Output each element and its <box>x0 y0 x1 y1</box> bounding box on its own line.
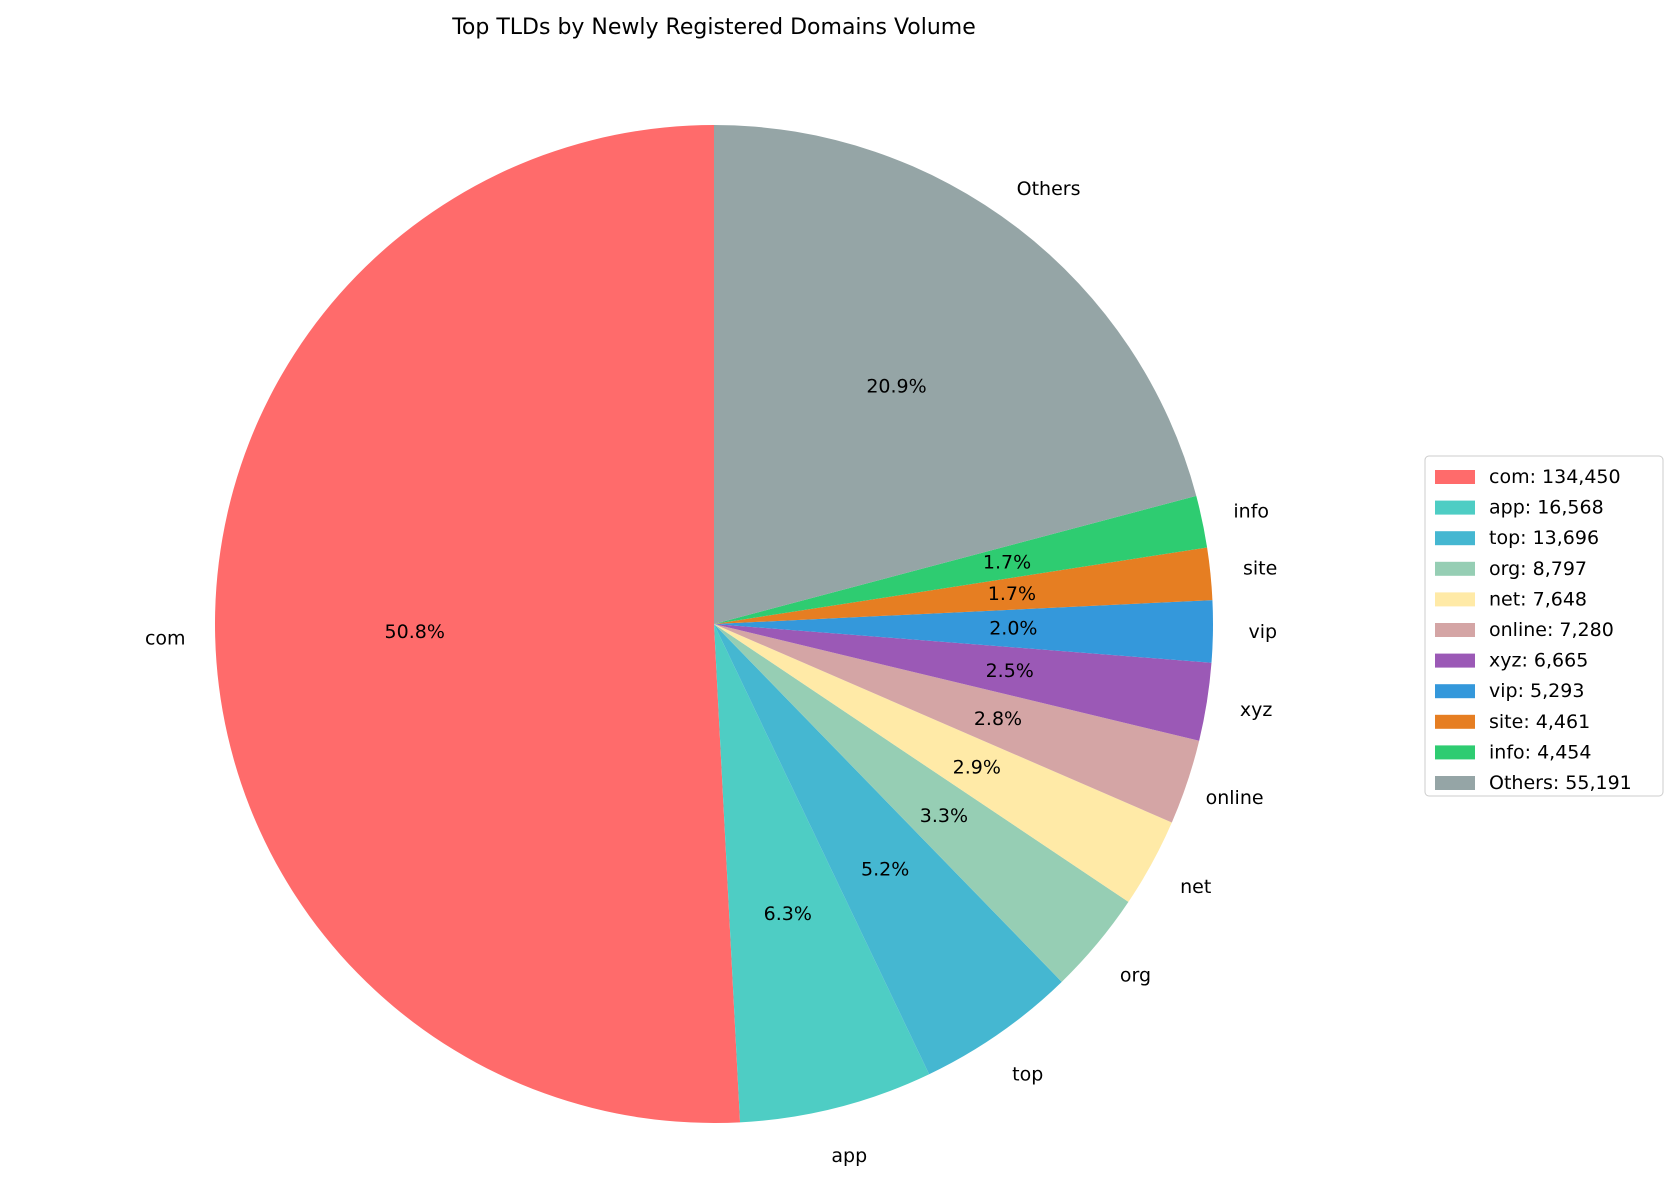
legend-entry-xyz: xyz: 6,665 <box>1489 650 1588 672</box>
legend-swatch-others <box>1435 776 1475 790</box>
slice-label-com: com <box>145 627 186 649</box>
legend-entry-info: info: 4,454 <box>1489 741 1591 763</box>
pie-slice-online <box>714 624 1200 823</box>
legend-swatch-org <box>1435 561 1475 576</box>
legend-entry-site: site: 4,461 <box>1489 711 1590 733</box>
slice-label-online: online <box>1206 787 1264 809</box>
slice-label-site: site <box>1243 558 1277 580</box>
chart-title: Top TLDs by Newly Registered Domains Vol… <box>451 15 976 40</box>
pct-label-vip: 2.0% <box>989 617 1037 639</box>
legend-swatch-online <box>1435 623 1475 637</box>
legend-swatch-site <box>1435 714 1475 729</box>
slice-label-org: org <box>1120 965 1151 987</box>
pie-slice-com <box>215 125 741 1124</box>
slice-label-vip: vip <box>1249 621 1278 643</box>
legend-entry-vip: vip: 5,293 <box>1489 680 1584 702</box>
pie-slice-others <box>714 125 1197 624</box>
legend-swatch-top <box>1435 531 1475 546</box>
legend-swatch-net <box>1435 592 1475 607</box>
pct-label-info: 1.7% <box>983 552 1031 574</box>
pct-label-others: 20.9% <box>866 376 926 398</box>
legend-entry-org: org: 8,797 <box>1489 558 1587 580</box>
slice-label-net: net <box>1180 876 1211 898</box>
slice-label-others: Others <box>1017 178 1081 200</box>
legend-entry-top: top: 13,696 <box>1489 527 1599 549</box>
pie-slice-top <box>714 624 1062 1075</box>
legend-frame <box>1424 455 1664 797</box>
pie-slice-xyz <box>714 624 1212 741</box>
slice-labels: com 50.8% app 6.3% top 5.2% org 3.3% net 2.9% onli… <box>145 178 1277 1167</box>
pie-slice-net <box>714 624 1172 902</box>
pie-slice-vip <box>714 600 1213 663</box>
legend-swatch-com <box>1435 470 1475 484</box>
legend-entry-net: net: 7,648 <box>1489 588 1587 610</box>
legend-entry-online: online: 7,280 <box>1489 619 1614 641</box>
slice-label-top: top <box>1012 1063 1043 1085</box>
legend-entry-com: com: 134,450 <box>1489 466 1621 488</box>
legend-swatch-vip <box>1435 684 1475 699</box>
pie-slice-info <box>714 495 1208 624</box>
pct-label-net: 2.9% <box>953 757 1001 779</box>
legend-entry-app: app: 16,568 <box>1489 497 1604 519</box>
slice-label-app: app <box>831 1145 867 1167</box>
legend-swatch-app <box>1435 500 1475 515</box>
pct-label-app: 6.3% <box>764 903 812 925</box>
legend-entry-others: Others: 55,191 <box>1489 772 1632 794</box>
pct-label-online: 2.8% <box>974 708 1022 730</box>
legend-swatch-info <box>1435 745 1475 760</box>
pie-slice-app <box>714 624 930 1123</box>
pie-slice-site <box>714 547 1213 624</box>
pct-label-org: 3.3% <box>920 805 968 827</box>
slice-label-xyz: xyz <box>1240 699 1272 721</box>
pct-label-top: 5.2% <box>861 859 909 881</box>
pie-slices <box>215 125 1213 1124</box>
pct-label-xyz: 2.5% <box>986 660 1034 682</box>
pie-slice-org <box>714 624 1129 982</box>
pct-label-site: 1.7% <box>988 583 1036 605</box>
pct-label-com: 50.8% <box>385 621 445 643</box>
slice-label-info: info <box>1233 500 1269 522</box>
legend-swatch-xyz <box>1435 653 1475 668</box>
legend: com: 134,450 app: 16,568 top: 13,696 org: 8… <box>1424 455 1664 797</box>
